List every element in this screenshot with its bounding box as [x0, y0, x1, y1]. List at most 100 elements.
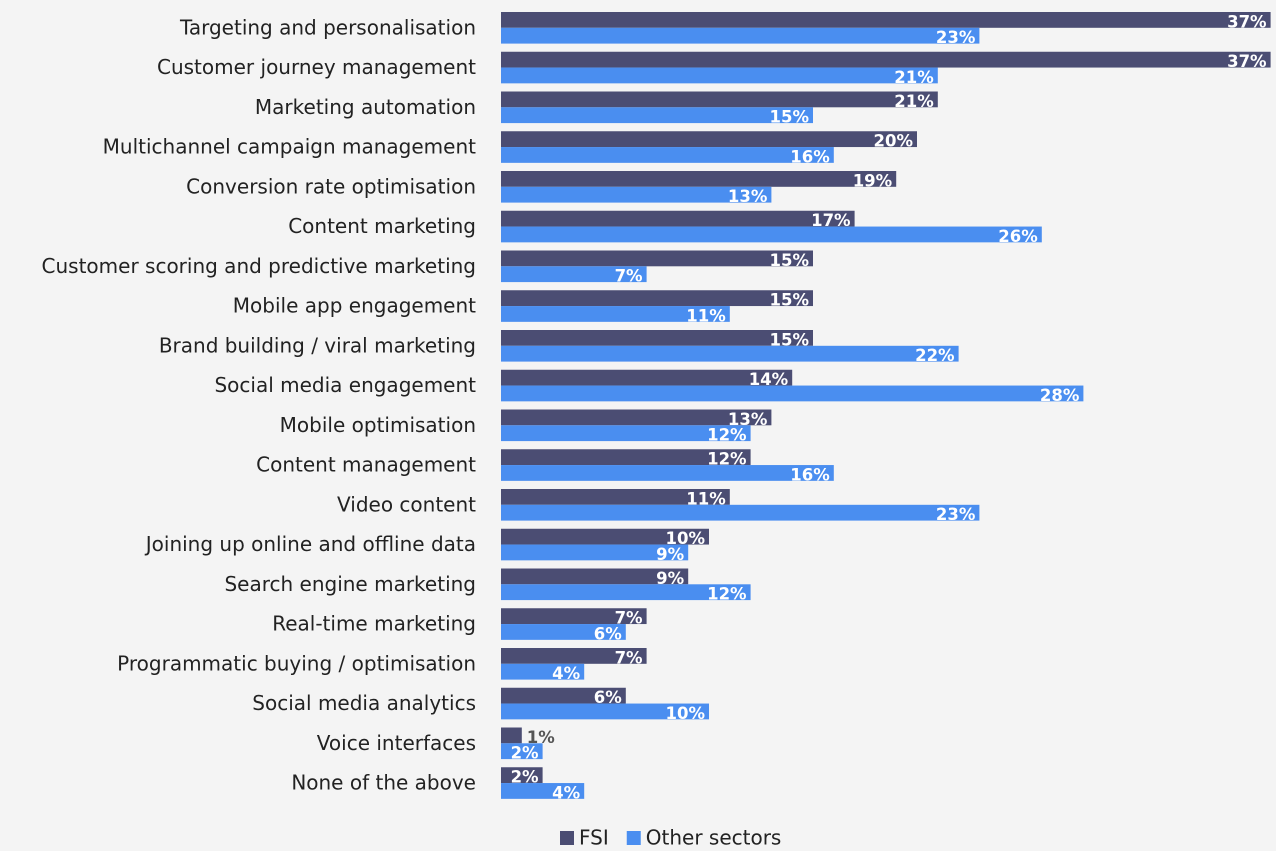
legend-swatch — [626, 831, 641, 845]
bar — [501, 306, 730, 322]
bar — [501, 465, 834, 481]
value-label: 15% — [770, 108, 810, 127]
value-label: 1% — [527, 728, 555, 747]
bar — [501, 783, 585, 799]
category-label: Social media analytics — [252, 691, 476, 715]
category-label: Marketing automation — [255, 95, 476, 119]
legend-label: Other sectors — [646, 826, 782, 850]
value-label: 28% — [1040, 386, 1080, 405]
value-label: 4% — [552, 664, 580, 683]
bar — [501, 648, 647, 664]
bar — [501, 226, 1042, 243]
bar — [501, 266, 647, 283]
bar — [501, 51, 1271, 68]
category-label: Mobile app engagement — [233, 294, 476, 318]
bar — [501, 67, 938, 84]
category-label: Social media engagement — [214, 373, 476, 397]
category-label: None of the above — [291, 771, 476, 795]
category-label: Conversion rate optimisation — [186, 174, 476, 198]
bar — [501, 584, 751, 601]
bar — [501, 449, 751, 466]
category-label: Search engine marketing — [224, 572, 476, 596]
value-label: 23% — [936, 505, 976, 524]
value-label: 9% — [656, 545, 684, 564]
bar — [501, 568, 689, 585]
value-label: 2% — [511, 744, 539, 763]
category-label: Mobile optimisation — [280, 413, 476, 437]
category-label: Voice interfaces — [317, 731, 476, 755]
value-label: 16% — [790, 465, 830, 484]
value-label: 22% — [915, 346, 955, 365]
value-label: 17% — [811, 211, 851, 230]
bar — [501, 345, 959, 362]
bar — [501, 608, 647, 625]
value-label: 6% — [594, 688, 622, 707]
bar — [501, 91, 938, 108]
bar — [501, 663, 585, 680]
bar — [501, 743, 543, 760]
bar — [501, 369, 793, 386]
value-label: 9% — [656, 569, 684, 588]
value-label: 19% — [853, 171, 893, 190]
value-label: 37% — [1227, 12, 1267, 31]
category-label: Customer journey management — [157, 55, 476, 79]
category-label: Video content — [337, 492, 476, 516]
category-label: Targeting and personalisation — [179, 15, 476, 39]
value-label: 6% — [594, 624, 622, 643]
bar — [501, 687, 626, 704]
value-label: 13% — [728, 187, 768, 206]
value-label: 12% — [707, 426, 747, 445]
bar — [501, 409, 772, 426]
bar — [501, 504, 980, 521]
legend-label: FSI — [579, 826, 609, 850]
bar — [501, 624, 626, 640]
bar — [501, 528, 709, 545]
bar — [501, 767, 543, 784]
value-label: 16% — [790, 147, 830, 166]
bar — [501, 385, 1084, 402]
category-label: Content marketing — [288, 214, 476, 238]
value-label: 15% — [770, 330, 810, 349]
bar — [501, 107, 813, 124]
category-label: Content management — [256, 453, 476, 477]
value-label: 15% — [770, 291, 810, 310]
bar — [501, 186, 772, 203]
bar — [501, 131, 917, 148]
bar — [501, 544, 689, 561]
value-label: 21% — [894, 68, 934, 87]
bar — [501, 703, 709, 720]
bar — [501, 171, 897, 187]
value-label: 21% — [894, 92, 934, 111]
bar — [501, 290, 813, 307]
value-label: 37% — [1227, 52, 1267, 71]
bar — [501, 330, 813, 346]
category-label: Brand building / viral marketing — [159, 333, 476, 357]
value-label: 11% — [686, 306, 726, 325]
legend-swatch — [560, 831, 574, 845]
value-label: 13% — [728, 410, 768, 429]
value-label: 10% — [666, 704, 706, 723]
value-label: 20% — [874, 132, 914, 151]
value-label: 12% — [707, 450, 747, 469]
bar — [501, 147, 834, 163]
bar — [501, 425, 751, 442]
value-label: 14% — [749, 370, 789, 389]
category-label: Programmatic buying / optimisation — [117, 651, 476, 675]
value-label: 15% — [770, 251, 810, 270]
value-label: 12% — [707, 585, 747, 604]
category-label: Real-time marketing — [272, 612, 476, 636]
value-label: 7% — [615, 609, 643, 628]
value-label: 26% — [998, 227, 1038, 246]
value-label: 7% — [615, 267, 643, 286]
value-label: 4% — [552, 783, 580, 802]
bar — [501, 727, 522, 744]
bar — [501, 27, 980, 44]
bar — [501, 489, 730, 505]
bar — [501, 250, 813, 267]
value-label: 23% — [936, 28, 976, 47]
category-label: Customer scoring and predictive marketin… — [42, 254, 476, 278]
bar — [501, 12, 1271, 28]
bar — [501, 210, 855, 227]
value-label: 7% — [615, 648, 643, 667]
